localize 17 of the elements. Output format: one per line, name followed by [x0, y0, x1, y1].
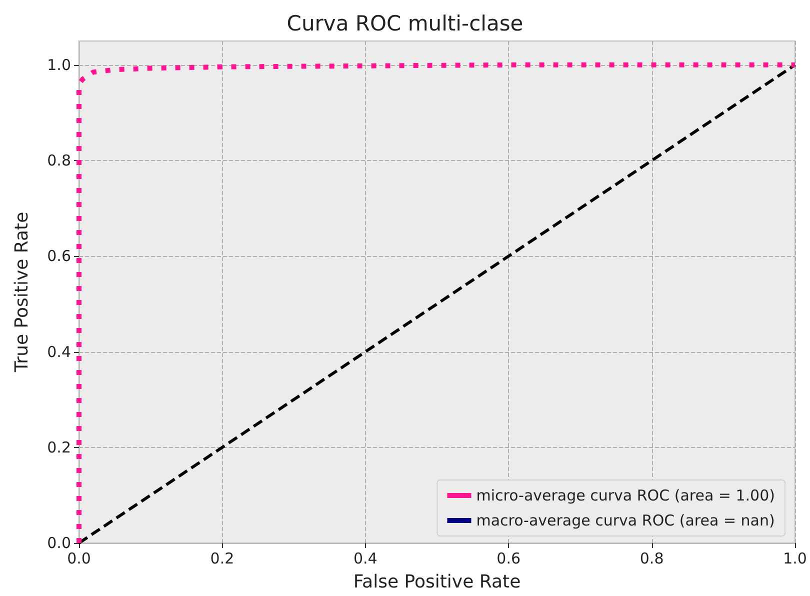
y-axis-title: True Positive Rate: [12, 212, 32, 374]
legend-label: micro-average curva ROC (area = 1.00): [476, 486, 776, 504]
y-tick-label: 0.2: [47, 438, 71, 456]
y-tick-label: 0.6: [47, 247, 71, 266]
y-tick-label: 0.8: [47, 152, 71, 170]
x-tick-label: 0.8: [640, 550, 664, 568]
x-tick-label: 1.0: [783, 550, 807, 568]
chart-title: Curva ROC multi-clase: [286, 12, 524, 36]
y-tick-label: 0.0: [47, 534, 71, 552]
x-tick-label: 0.4: [353, 550, 378, 568]
x-axis-title: False Positive Rate: [353, 572, 521, 592]
y-tick-label: 0.4: [47, 342, 71, 361]
y-tick-label: 1.0: [47, 56, 71, 74]
x-tick-label: 0.2: [210, 550, 234, 568]
x-tick-label: 0.0: [67, 550, 91, 568]
legend-label: macro-average curva ROC (area = nan): [476, 512, 775, 530]
x-tick-label: 0.6: [496, 550, 521, 568]
